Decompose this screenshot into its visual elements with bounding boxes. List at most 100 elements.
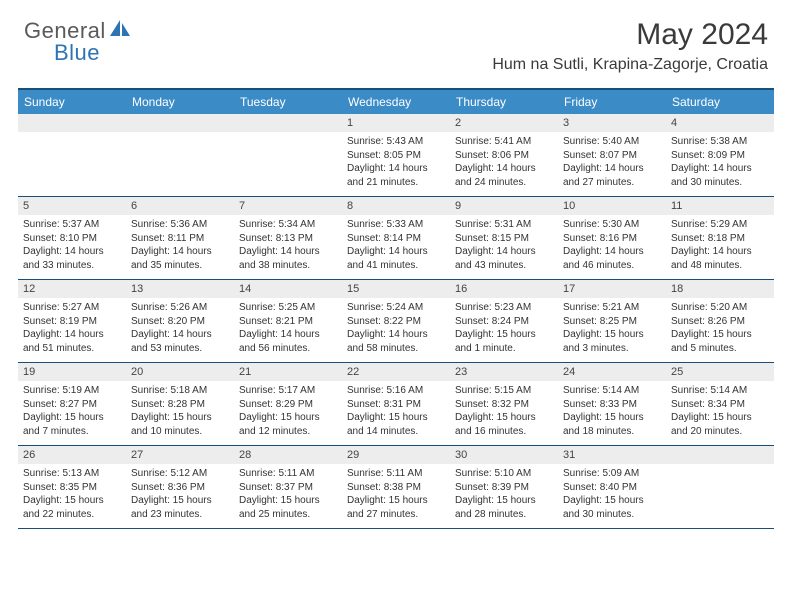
week-row: 26Sunrise: 5:13 AMSunset: 8:35 PMDayligh… [18, 446, 774, 529]
day-body: Sunrise: 5:27 AMSunset: 8:19 PMDaylight:… [18, 298, 126, 360]
day-body: Sunrise: 5:17 AMSunset: 8:29 PMDaylight:… [234, 381, 342, 443]
day-body: Sunrise: 5:16 AMSunset: 8:31 PMDaylight:… [342, 381, 450, 443]
day-number: 26 [18, 446, 126, 464]
day-number: 17 [558, 280, 666, 298]
daylight-line: Daylight: 14 hours and 33 minutes. [23, 245, 121, 272]
day-cell: 25Sunrise: 5:14 AMSunset: 8:34 PMDayligh… [666, 363, 774, 445]
day-number: 24 [558, 363, 666, 381]
daylight-line: Daylight: 15 hours and 28 minutes. [455, 494, 553, 521]
sunset-line: Sunset: 8:09 PM [671, 149, 769, 163]
daylight-line: Daylight: 14 hours and 51 minutes. [23, 328, 121, 355]
day-header: Tuesday [234, 90, 342, 114]
day-number: 13 [126, 280, 234, 298]
sunrise-line: Sunrise: 5:33 AM [347, 218, 445, 232]
daylight-line: Daylight: 14 hours and 24 minutes. [455, 162, 553, 189]
week-row: 19Sunrise: 5:19 AMSunset: 8:27 PMDayligh… [18, 363, 774, 446]
sunrise-line: Sunrise: 5:14 AM [563, 384, 661, 398]
daylight-line: Daylight: 15 hours and 12 minutes. [239, 411, 337, 438]
day-cell: 27Sunrise: 5:12 AMSunset: 8:36 PMDayligh… [126, 446, 234, 528]
sunrise-line: Sunrise: 5:17 AM [239, 384, 337, 398]
day-cell: 8Sunrise: 5:33 AMSunset: 8:14 PMDaylight… [342, 197, 450, 279]
sunset-line: Sunset: 8:24 PM [455, 315, 553, 329]
daylight-line: Daylight: 15 hours and 23 minutes. [131, 494, 229, 521]
daylight-line: Daylight: 14 hours and 43 minutes. [455, 245, 553, 272]
day-cell: 29Sunrise: 5:11 AMSunset: 8:38 PMDayligh… [342, 446, 450, 528]
sunrise-line: Sunrise: 5:38 AM [671, 135, 769, 149]
day-cell: 15Sunrise: 5:24 AMSunset: 8:22 PMDayligh… [342, 280, 450, 362]
sunset-line: Sunset: 8:37 PM [239, 481, 337, 495]
daylight-line: Daylight: 14 hours and 30 minutes. [671, 162, 769, 189]
day-body: Sunrise: 5:33 AMSunset: 8:14 PMDaylight:… [342, 215, 450, 277]
day-number: 18 [666, 280, 774, 298]
day-number [666, 446, 774, 464]
day-number: 8 [342, 197, 450, 215]
sunset-line: Sunset: 8:10 PM [23, 232, 121, 246]
sunrise-line: Sunrise: 5:19 AM [23, 384, 121, 398]
week-row: 12Sunrise: 5:27 AMSunset: 8:19 PMDayligh… [18, 280, 774, 363]
day-header: Thursday [450, 90, 558, 114]
day-number: 9 [450, 197, 558, 215]
day-cell: 6Sunrise: 5:36 AMSunset: 8:11 PMDaylight… [126, 197, 234, 279]
daylight-line: Daylight: 15 hours and 20 minutes. [671, 411, 769, 438]
week-row: 5Sunrise: 5:37 AMSunset: 8:10 PMDaylight… [18, 197, 774, 280]
day-body: Sunrise: 5:31 AMSunset: 8:15 PMDaylight:… [450, 215, 558, 277]
daylight-line: Daylight: 15 hours and 1 minute. [455, 328, 553, 355]
sunrise-line: Sunrise: 5:21 AM [563, 301, 661, 315]
daylight-line: Daylight: 15 hours and 3 minutes. [563, 328, 661, 355]
week-row: 1Sunrise: 5:43 AMSunset: 8:05 PMDaylight… [18, 114, 774, 197]
daylight-line: Daylight: 14 hours and 48 minutes. [671, 245, 769, 272]
day-cell: 30Sunrise: 5:10 AMSunset: 8:39 PMDayligh… [450, 446, 558, 528]
day-cell [18, 114, 126, 196]
day-number [126, 114, 234, 132]
sunrise-line: Sunrise: 5:30 AM [563, 218, 661, 232]
sunset-line: Sunset: 8:28 PM [131, 398, 229, 412]
day-body: Sunrise: 5:23 AMSunset: 8:24 PMDaylight:… [450, 298, 558, 360]
sunset-line: Sunset: 8:33 PM [563, 398, 661, 412]
day-body: Sunrise: 5:38 AMSunset: 8:09 PMDaylight:… [666, 132, 774, 194]
day-body [18, 132, 126, 140]
sunset-line: Sunset: 8:25 PM [563, 315, 661, 329]
day-body: Sunrise: 5:18 AMSunset: 8:28 PMDaylight:… [126, 381, 234, 443]
sunrise-line: Sunrise: 5:16 AM [347, 384, 445, 398]
daylight-line: Daylight: 15 hours and 7 minutes. [23, 411, 121, 438]
day-cell: 9Sunrise: 5:31 AMSunset: 8:15 PMDaylight… [450, 197, 558, 279]
day-body: Sunrise: 5:15 AMSunset: 8:32 PMDaylight:… [450, 381, 558, 443]
sunrise-line: Sunrise: 5:09 AM [563, 467, 661, 481]
day-cell [234, 114, 342, 196]
day-number: 7 [234, 197, 342, 215]
day-cell: 19Sunrise: 5:19 AMSunset: 8:27 PMDayligh… [18, 363, 126, 445]
sunset-line: Sunset: 8:05 PM [347, 149, 445, 163]
daylight-line: Daylight: 14 hours and 21 minutes. [347, 162, 445, 189]
sunset-line: Sunset: 8:38 PM [347, 481, 445, 495]
day-body: Sunrise: 5:14 AMSunset: 8:34 PMDaylight:… [666, 381, 774, 443]
sunset-line: Sunset: 8:39 PM [455, 481, 553, 495]
day-number: 2 [450, 114, 558, 132]
sunset-line: Sunset: 8:18 PM [671, 232, 769, 246]
logo-text-blue: Blue [54, 40, 100, 66]
day-body [234, 132, 342, 140]
sunset-line: Sunset: 8:31 PM [347, 398, 445, 412]
day-number: 22 [342, 363, 450, 381]
daylight-line: Daylight: 15 hours and 10 minutes. [131, 411, 229, 438]
day-header: Monday [126, 90, 234, 114]
day-body: Sunrise: 5:14 AMSunset: 8:33 PMDaylight:… [558, 381, 666, 443]
sunset-line: Sunset: 8:20 PM [131, 315, 229, 329]
day-body: Sunrise: 5:20 AMSunset: 8:26 PMDaylight:… [666, 298, 774, 360]
sunrise-line: Sunrise: 5:12 AM [131, 467, 229, 481]
page-header: General Blue May 2024 Hum na Sutli, Krap… [0, 0, 792, 80]
day-header: Saturday [666, 90, 774, 114]
day-header-row: SundayMondayTuesdayWednesdayThursdayFrid… [18, 90, 774, 114]
day-cell: 14Sunrise: 5:25 AMSunset: 8:21 PMDayligh… [234, 280, 342, 362]
sunset-line: Sunset: 8:34 PM [671, 398, 769, 412]
day-number: 16 [450, 280, 558, 298]
daylight-line: Daylight: 15 hours and 27 minutes. [347, 494, 445, 521]
day-cell: 20Sunrise: 5:18 AMSunset: 8:28 PMDayligh… [126, 363, 234, 445]
day-body: Sunrise: 5:26 AMSunset: 8:20 PMDaylight:… [126, 298, 234, 360]
day-number: 23 [450, 363, 558, 381]
calendar: SundayMondayTuesdayWednesdayThursdayFrid… [18, 88, 774, 529]
sunset-line: Sunset: 8:27 PM [23, 398, 121, 412]
day-body: Sunrise: 5:29 AMSunset: 8:18 PMDaylight:… [666, 215, 774, 277]
title-block: May 2024 Hum na Sutli, Krapina-Zagorje, … [492, 18, 768, 74]
daylight-line: Daylight: 14 hours and 53 minutes. [131, 328, 229, 355]
daylight-line: Daylight: 15 hours and 18 minutes. [563, 411, 661, 438]
